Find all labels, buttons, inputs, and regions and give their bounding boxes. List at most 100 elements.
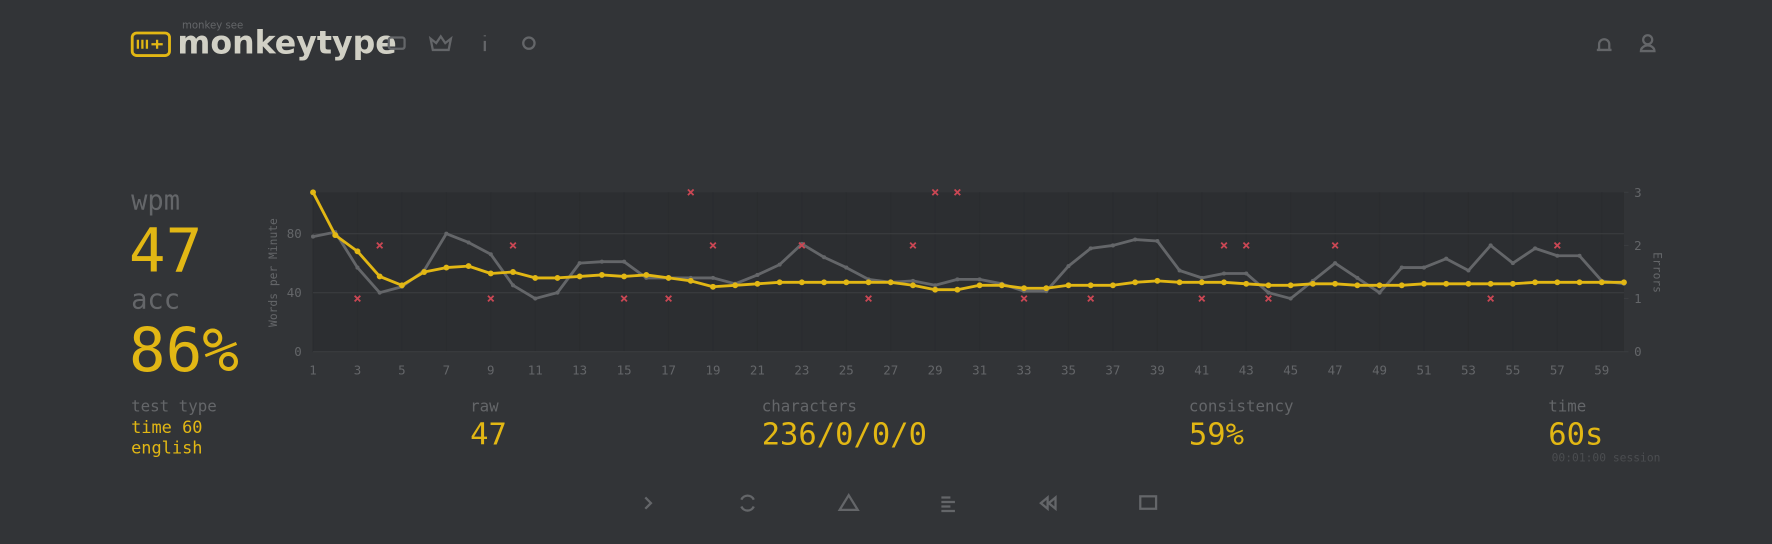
keyboard-icon[interactable]: [387, 36, 406, 50]
data-point: [732, 282, 739, 289]
data-point: [955, 277, 960, 282]
data-point: [555, 290, 560, 295]
error-cross: [1264, 295, 1272, 303]
error-cross: [1020, 295, 1028, 303]
data-point: [1043, 285, 1050, 292]
data-point: [1109, 282, 1116, 289]
y-tick-label: 80: [287, 226, 302, 241]
data-point: [1532, 279, 1539, 286]
data-point: [332, 232, 339, 239]
error-cross: [487, 295, 495, 303]
y2-axis-label: Errors: [1650, 252, 1663, 293]
data-point: [1133, 237, 1138, 242]
y2-tick-label: 1: [1634, 291, 1641, 306]
error-cross: [1487, 295, 1495, 303]
x-tick-label: 21: [750, 362, 765, 377]
data-point: [355, 265, 360, 270]
data-point: [421, 269, 428, 275]
bell-icon[interactable]: [1596, 38, 1612, 52]
data-point: [865, 279, 872, 286]
x-tick-label: 13: [572, 362, 587, 377]
x-tick-label: 39: [1150, 362, 1165, 377]
y2-tick-label: 0: [1634, 344, 1641, 359]
data-point: [443, 264, 450, 271]
data-point: [1221, 279, 1227, 286]
data-point: [1444, 256, 1449, 261]
data-point: [1377, 290, 1382, 295]
data-point: [377, 290, 382, 295]
x-tick-label: 15: [617, 362, 632, 377]
error-mark: [1198, 295, 1206, 303]
report-button[interactable]: [837, 493, 860, 512]
error-mark: [865, 295, 872, 303]
screenshot-button[interactable]: [1139, 495, 1158, 510]
error-cross: [1242, 241, 1250, 249]
test-type: time 60: [131, 417, 202, 437]
words-history-button[interactable]: [941, 496, 955, 513]
data-point: [1265, 282, 1272, 289]
data-point: [1066, 264, 1071, 269]
data-point: [977, 277, 982, 282]
language: english: [131, 437, 202, 457]
data-point: [1533, 246, 1538, 251]
data-point: [1021, 285, 1027, 292]
error-cross: [620, 295, 628, 303]
account-icon[interactable]: [1639, 34, 1656, 53]
x-tick-label: 29: [928, 362, 943, 377]
x-tick-label: 5: [398, 362, 405, 377]
data-point: [1621, 279, 1627, 286]
x-tick-label: 27: [883, 362, 898, 377]
error-mark: [798, 241, 806, 249]
replay-button[interactable]: [1039, 495, 1057, 512]
data-point: [554, 274, 561, 281]
error-cross: [376, 241, 384, 249]
next-button[interactable]: [644, 496, 653, 510]
wpm-value: 47: [129, 215, 202, 286]
data-point: [1510, 261, 1515, 266]
restart-button[interactable]: [740, 494, 755, 512]
data-point: [665, 274, 672, 281]
test-type-label: test type: [131, 397, 217, 416]
data-point: [465, 263, 472, 270]
error-mark: [931, 188, 939, 196]
data-point: [976, 282, 983, 289]
data-point: [1399, 265, 1404, 270]
x-tick-label: 33: [1017, 362, 1032, 377]
data-point: [754, 280, 761, 287]
error-cross: [1087, 295, 1095, 303]
error-mark: [953, 188, 961, 196]
error-cross: [1198, 295, 1206, 303]
crown-icon[interactable]: [428, 34, 453, 52]
data-point: [1376, 282, 1383, 289]
y2-tick-label: 3: [1634, 185, 1641, 200]
data-point: [687, 277, 694, 284]
x-tick-label: 35: [1061, 362, 1076, 377]
settings-icon[interactable]: [522, 36, 536, 50]
error-mark: [354, 295, 361, 303]
error-mark: [665, 295, 673, 303]
data-point: [910, 278, 915, 283]
time-value: 60s: [1548, 417, 1603, 452]
error-cross: [687, 188, 695, 196]
error-cross: [1220, 241, 1228, 249]
logo-icon[interactable]: [130, 31, 171, 57]
x-tick-label: 25: [839, 362, 854, 377]
x-tick-label: 59: [1594, 362, 1609, 377]
x-tick-label: 1: [309, 362, 316, 377]
x-tick-label: 7: [443, 362, 450, 377]
data-point: [598, 272, 605, 278]
error-cross: [931, 188, 939, 196]
error-cross: [665, 295, 673, 303]
error-cross: [953, 188, 961, 196]
data-point: [1355, 275, 1360, 280]
x-tick-label: 9: [487, 362, 494, 377]
logo[interactable]: monkeytype: [177, 25, 396, 61]
logo-small: monkey see: [182, 20, 243, 31]
error-mark: [1087, 295, 1095, 303]
error-mark: [1264, 295, 1272, 303]
acc-value: 86%: [129, 315, 239, 386]
data-point: [822, 255, 827, 260]
data-point: [510, 269, 516, 275]
